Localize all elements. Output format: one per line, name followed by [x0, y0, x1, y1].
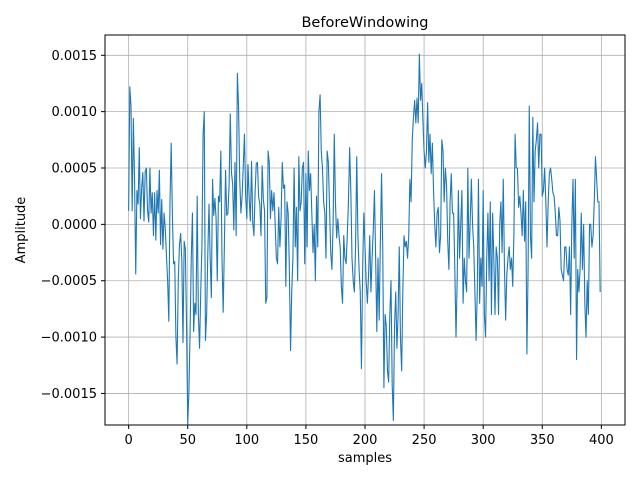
x-tick-label: 200: [353, 433, 378, 448]
y-tick-label: −0.0010: [41, 331, 97, 346]
x-tick-label: 250: [412, 433, 437, 448]
x-tick-label: 150: [293, 433, 318, 448]
y-tick-label: 0.0005: [52, 162, 98, 177]
x-tick-label: 400: [589, 433, 614, 448]
y-tick-label: 0.0010: [52, 105, 98, 120]
x-axis-label: samples: [338, 451, 392, 466]
chart-title: BeforeWindowing: [301, 15, 428, 31]
x-tick-label: 50: [179, 433, 196, 448]
x-axis-ticks: 0 50 100 150 200 250 300 350 400: [124, 425, 614, 448]
x-tick-label: 100: [234, 433, 259, 448]
x-tick-label: 350: [530, 433, 555, 448]
y-tick-label: 0.0000: [52, 218, 98, 233]
y-axis-ticks: −0.0015 −0.0010 −0.0005 0.0000 0.0005 0.0010 0…: [41, 49, 105, 402]
y-tick-label: −0.0005: [41, 274, 97, 289]
x-tick-label: 300: [471, 433, 496, 448]
y-tick-label: −0.0015: [41, 387, 97, 402]
x-tick-label: 0: [124, 433, 132, 448]
y-tick-label: 0.0015: [52, 49, 98, 64]
y-axis-label: Amplitude: [14, 197, 29, 264]
plot-area: [128, 53, 601, 425]
series-line-0: [128, 53, 601, 425]
